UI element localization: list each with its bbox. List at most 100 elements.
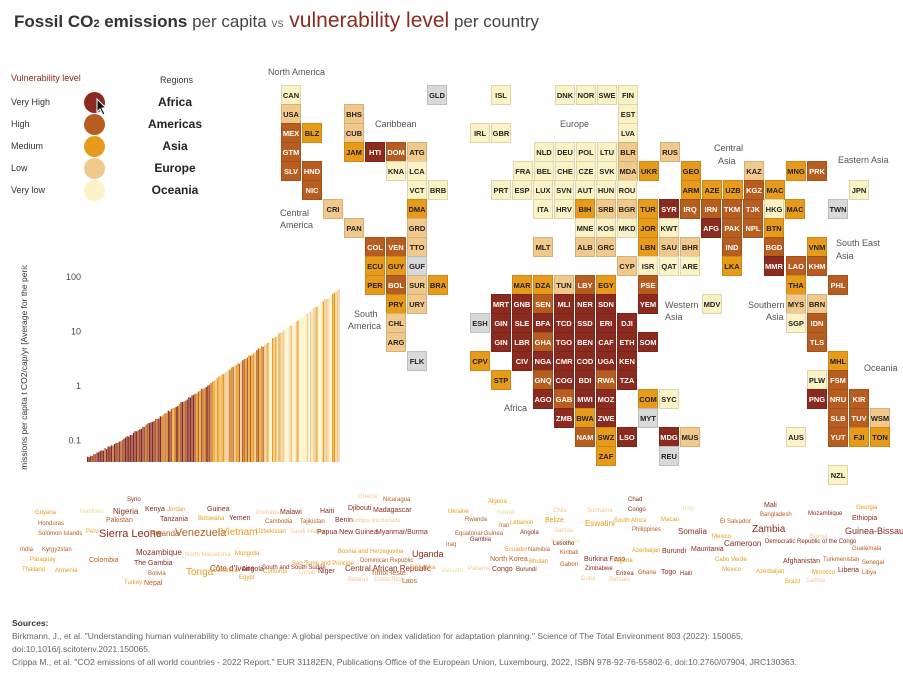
cloud-word[interactable]: Algeria bbox=[488, 499, 507, 505]
country-tile[interactable]: NAM bbox=[575, 427, 595, 447]
bar[interactable] bbox=[110, 445, 112, 462]
bar[interactable] bbox=[162, 414, 165, 462]
country-tile[interactable]: ARM bbox=[681, 180, 701, 200]
cloud-word[interactable]: Thailand bbox=[22, 567, 46, 573]
country-tile[interactable]: GEO bbox=[681, 161, 701, 181]
cloud-word[interactable]: Uzbekistan bbox=[256, 529, 286, 535]
country-tile[interactable]: GHA bbox=[533, 332, 553, 352]
country-tile[interactable]: SGP bbox=[786, 313, 806, 333]
bar[interactable] bbox=[219, 376, 222, 462]
legend-dot[interactable] bbox=[84, 180, 105, 201]
bar[interactable] bbox=[142, 426, 144, 462]
country-tile[interactable]: BDI bbox=[575, 370, 595, 390]
country-tile[interactable]: BRB bbox=[428, 180, 448, 200]
bar[interactable] bbox=[202, 388, 204, 462]
cloud-word[interactable]: Iraq bbox=[446, 542, 457, 548]
bar[interactable] bbox=[256, 350, 258, 462]
cloud-word[interactable]: Samoa bbox=[806, 578, 826, 584]
bar[interactable] bbox=[112, 445, 114, 462]
country-tile[interactable]: GRD bbox=[407, 218, 427, 238]
country-tile[interactable]: NLD bbox=[534, 142, 554, 162]
cloud-word[interactable]: Philippines bbox=[632, 527, 662, 533]
country-tile[interactable]: CPV bbox=[470, 351, 490, 371]
bar[interactable] bbox=[305, 313, 307, 462]
country-tile[interactable]: IDN bbox=[807, 313, 827, 333]
bar[interactable] bbox=[322, 301, 324, 462]
country-tile[interactable]: KIR bbox=[849, 389, 869, 409]
bar[interactable] bbox=[126, 436, 128, 462]
cloud-word[interactable]: Benin bbox=[335, 517, 353, 524]
cloud-word[interactable]: Paraguay bbox=[30, 557, 56, 563]
bar[interactable] bbox=[158, 418, 160, 462]
cloud-word[interactable]: Liberia bbox=[838, 567, 860, 574]
cloud-word[interactable]: Dominica bbox=[213, 568, 239, 574]
country-tile[interactable]: PAK bbox=[722, 218, 742, 238]
bar[interactable] bbox=[338, 288, 340, 462]
bar[interactable] bbox=[294, 322, 296, 462]
cloud-word[interactable]: Bangladesh bbox=[760, 512, 792, 518]
country-tile[interactable]: ZAF bbox=[596, 446, 616, 466]
cloud-word[interactable]: Congo bbox=[492, 566, 513, 573]
country-tile[interactable]: GIN bbox=[491, 313, 511, 333]
country-tile[interactable]: SOM bbox=[638, 332, 658, 352]
country-tile[interactable]: BHS bbox=[344, 104, 364, 124]
bar[interactable] bbox=[215, 380, 217, 462]
cloud-word[interactable]: Tajikistan bbox=[300, 519, 325, 525]
country-tile[interactable]: DJI bbox=[617, 313, 637, 333]
country-tile[interactable]: SWZ bbox=[596, 427, 616, 447]
bar[interactable] bbox=[102, 450, 105, 462]
cloud-word[interactable]: Morocco bbox=[812, 570, 836, 576]
bar[interactable] bbox=[308, 311, 310, 462]
bar[interactable] bbox=[241, 360, 244, 462]
cloud-word[interactable]: Burkina Faso bbox=[584, 556, 626, 563]
bar[interactable] bbox=[207, 385, 209, 462]
cloud-word[interactable]: Jordan bbox=[167, 507, 186, 513]
country-tile[interactable]: BLZ bbox=[302, 123, 322, 143]
country-tile[interactable]: YUT bbox=[828, 427, 848, 447]
country-tile[interactable]: USA bbox=[281, 104, 301, 124]
country-tile[interactable]: JOR bbox=[638, 218, 658, 238]
bar[interactable] bbox=[129, 435, 131, 462]
country-tile[interactable]: LCA bbox=[407, 161, 427, 181]
country-tile[interactable]: EGY bbox=[596, 275, 616, 295]
country-tile[interactable]: JPN bbox=[849, 180, 869, 200]
bar[interactable] bbox=[284, 330, 286, 462]
country-tile[interactable]: POL bbox=[576, 142, 596, 162]
bar[interactable] bbox=[148, 422, 150, 462]
country-tile[interactable]: SRB bbox=[596, 199, 616, 219]
cloud-word[interactable]: Mexico bbox=[712, 534, 732, 540]
country-tile[interactable]: SVK bbox=[597, 161, 617, 181]
country-tile[interactable]: NER bbox=[575, 294, 595, 314]
bar[interactable] bbox=[183, 401, 185, 463]
country-tile[interactable]: IRL bbox=[470, 123, 490, 143]
bar[interactable] bbox=[275, 336, 277, 462]
bar[interactable] bbox=[227, 370, 230, 462]
bar[interactable] bbox=[268, 342, 271, 462]
cloud-word[interactable]: Djibouti bbox=[348, 505, 372, 512]
country-tile[interactable]: SEN bbox=[533, 294, 553, 314]
country-tile[interactable]: PRK bbox=[807, 161, 827, 181]
country-tile[interactable]: UZB bbox=[723, 180, 743, 200]
country-tile[interactable]: SSD bbox=[575, 313, 595, 333]
cloud-word[interactable]: Mongolia bbox=[235, 551, 260, 557]
country-tile[interactable]: HKG bbox=[764, 199, 784, 219]
cloud-word[interactable]: Papua New Guinea bbox=[317, 529, 378, 536]
country-tile[interactable]: SLE bbox=[512, 313, 532, 333]
bar[interactable] bbox=[332, 293, 334, 462]
bar[interactable] bbox=[205, 386, 207, 462]
bar[interactable] bbox=[251, 354, 253, 462]
cloud-word[interactable]: Turkey bbox=[124, 580, 143, 586]
country-tile[interactable]: FJI bbox=[849, 427, 869, 447]
country-tile[interactable]: MAC bbox=[785, 199, 805, 219]
bar[interactable] bbox=[173, 407, 176, 462]
country-tile[interactable]: AUT bbox=[575, 180, 595, 200]
cloud-word[interactable]: Greece bbox=[358, 494, 378, 500]
cloud-word[interactable]: Gambia bbox=[470, 537, 492, 543]
bar[interactable] bbox=[290, 325, 293, 462]
country-tile[interactable]: RUS bbox=[660, 142, 680, 162]
country-tile[interactable]: JAM bbox=[344, 142, 364, 162]
cloud-word[interactable]: Myanmar/Burma bbox=[376, 529, 428, 536]
legend-dot[interactable] bbox=[84, 136, 105, 157]
region-label[interactable]: Asia bbox=[162, 139, 188, 153]
bar[interactable] bbox=[178, 404, 180, 462]
